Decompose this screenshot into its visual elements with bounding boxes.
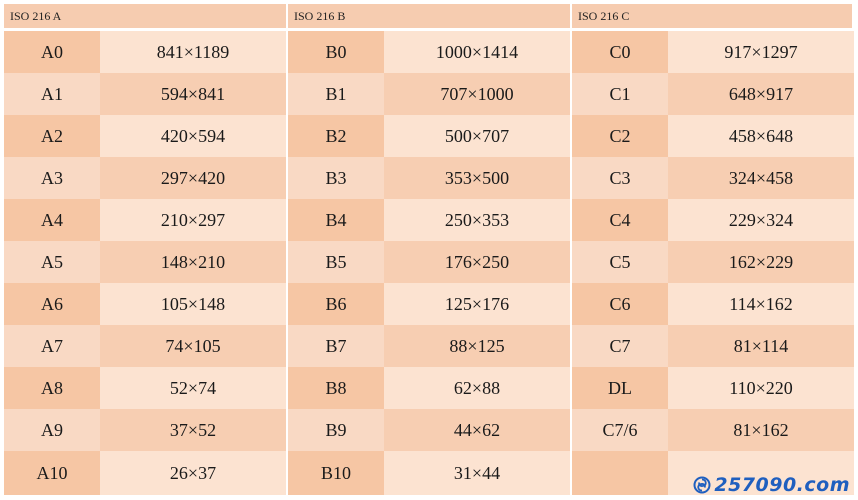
size-dimensions-cell: 110×220 [668, 367, 854, 409]
size-dimensions-cell: 31×44 [384, 451, 572, 495]
size-name-cell: B0 [288, 31, 384, 73]
size-name-cell: B8 [288, 367, 384, 409]
size-dimensions-cell: 210×297 [100, 199, 288, 241]
watermark-text: 257090.com [714, 474, 850, 496]
size-dimensions-cell: 26×37 [100, 451, 288, 495]
group-header-iso-216-c: ISO 216 C [572, 4, 854, 31]
size-name-cell: B3 [288, 157, 384, 199]
size-dimensions-cell: 917×1297 [668, 31, 854, 73]
size-name-cell: C1 [572, 73, 668, 115]
size-name-cell: C4 [572, 199, 668, 241]
size-name-cell: B2 [288, 115, 384, 157]
size-name-cell: DL [572, 367, 668, 409]
size-dimensions-cell: 52×74 [100, 367, 288, 409]
size-name-cell: A2 [4, 115, 100, 157]
size-dimensions-cell: 105×148 [100, 283, 288, 325]
size-dimensions-cell: 62×88 [384, 367, 572, 409]
group-header-iso-216-b: ISO 216 B [288, 4, 572, 31]
size-name-cell: B5 [288, 241, 384, 283]
group-header-iso-216-a: ISO 216 A [4, 4, 288, 31]
size-dimensions-cell: 458×648 [668, 115, 854, 157]
size-name-cell: A4 [4, 199, 100, 241]
size-dimensions-cell: 74×105 [100, 325, 288, 367]
size-dimensions-cell: 250×353 [384, 199, 572, 241]
swirl-logo-icon [693, 476, 711, 494]
size-name-cell: A0 [4, 31, 100, 73]
size-dimensions-cell: 594×841 [100, 73, 288, 115]
size-name-cell: A3 [4, 157, 100, 199]
size-dimensions-cell: 420×594 [100, 115, 288, 157]
size-dimensions-cell: 81×114 [668, 325, 854, 367]
size-name-cell: C5 [572, 241, 668, 283]
size-name-cell: A10 [4, 451, 100, 495]
size-name-cell: B10 [288, 451, 384, 495]
size-name-cell [572, 451, 668, 495]
size-dimensions-cell: 88×125 [384, 325, 572, 367]
size-name-cell: A1 [4, 73, 100, 115]
size-dimensions-cell: 500×707 [384, 115, 572, 157]
size-dimensions-cell: 841×1189 [100, 31, 288, 73]
size-name-cell: B4 [288, 199, 384, 241]
size-name-cell: C3 [572, 157, 668, 199]
size-name-cell: A7 [4, 325, 100, 367]
size-dimensions-cell: 1000×1414 [384, 31, 572, 73]
size-name-cell: B1 [288, 73, 384, 115]
size-dimensions-cell: 37×52 [100, 409, 288, 451]
size-name-cell: A6 [4, 283, 100, 325]
size-dimensions-cell: 44×62 [384, 409, 572, 451]
size-dimensions-cell: 297×420 [100, 157, 288, 199]
paper-size-table: ISO 216 A ISO 216 B ISO 216 C A0 841×1189… [4, 4, 854, 495]
size-name-cell: A8 [4, 367, 100, 409]
size-dimensions-cell: 353×500 [384, 157, 572, 199]
size-name-cell: A5 [4, 241, 100, 283]
size-dimensions-cell: 114×162 [668, 283, 854, 325]
size-dimensions-cell: 648×917 [668, 73, 854, 115]
size-dimensions-cell: 81×162 [668, 409, 854, 451]
size-dimensions-cell: 125×176 [384, 283, 572, 325]
size-name-cell: C7 [572, 325, 668, 367]
size-name-cell: A9 [4, 409, 100, 451]
size-name-cell: B9 [288, 409, 384, 451]
size-name-cell: C2 [572, 115, 668, 157]
size-name-cell: C0 [572, 31, 668, 73]
size-dimensions-cell: 229×324 [668, 199, 854, 241]
size-name-cell: B6 [288, 283, 384, 325]
size-dimensions-cell: 148×210 [100, 241, 288, 283]
watermark: 257090.com [693, 474, 850, 496]
size-name-cell: C6 [572, 283, 668, 325]
size-dimensions-cell: 324×458 [668, 157, 854, 199]
size-name-cell: C7/6 [572, 409, 668, 451]
size-dimensions-cell: 707×1000 [384, 73, 572, 115]
size-dimensions-cell: 176×250 [384, 241, 572, 283]
size-dimensions-cell: 162×229 [668, 241, 854, 283]
size-name-cell: B7 [288, 325, 384, 367]
